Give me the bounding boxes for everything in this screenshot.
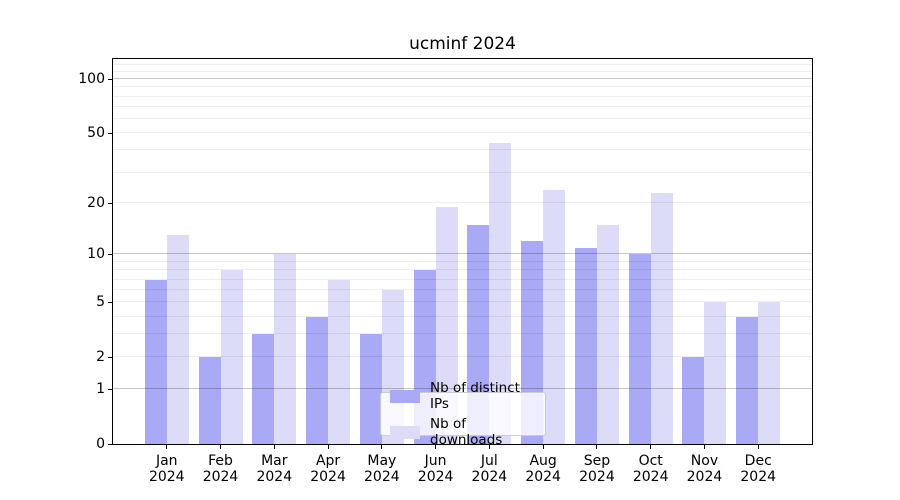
legend-item-downloads: Nb of downloads: [390, 416, 536, 448]
x-tick-mark-mar: [273, 444, 275, 449]
y-tick-label-2: 2: [96, 349, 105, 366]
y-tick-label-5: 5: [96, 294, 105, 311]
x-tick-label-jun: Jun 2024: [417, 453, 454, 485]
y-tick-label-20: 20: [87, 195, 105, 212]
y-tick-label-10: 10: [87, 246, 105, 263]
x-tick-mark-jul: [488, 444, 490, 449]
x-tick-mark-dec: [757, 444, 759, 449]
y-tick-label-0: 0: [96, 436, 105, 452]
x-tick-label-jan: Jan 2024: [148, 453, 185, 485]
x-tick-label-mar: Mar 2024: [256, 453, 293, 485]
x-tick-mark-nov: [703, 444, 705, 449]
y-tick-label-50: 50: [87, 125, 105, 142]
chart-title: ucminf 2024: [409, 34, 516, 54]
legend-swatch-downloads: [390, 425, 420, 439]
x-tick-label-aug: Aug 2024: [525, 453, 561, 485]
legend: Nb of distinct IPs Nb of downloads: [380, 380, 546, 448]
x-tick-mark-jun: [435, 444, 437, 449]
legend-label-distinct-ips: Nb of distinct IPs: [430, 380, 520, 412]
x-tick-mark-apr: [327, 444, 329, 449]
y-tick-mark-1: [108, 388, 113, 390]
x-tick-mark-aug: [542, 444, 544, 449]
y-tick-mark-5: [108, 301, 113, 303]
legend-label-downloads: Nb of downloads: [430, 416, 503, 448]
y-tick-mark-0: [108, 443, 113, 445]
y-tick-label-1: 1: [96, 381, 105, 398]
x-tick-label-sep: Sep 2024: [579, 453, 615, 485]
y-tick-mark-100: [108, 78, 113, 80]
x-tick-label-apr: Apr 2024: [310, 453, 346, 485]
x-tick-label-jul: Jul 2024: [471, 453, 508, 485]
x-tick-mark-sep: [596, 444, 598, 449]
y-tick-label-100: 100: [78, 71, 105, 88]
x-tick-label-nov: Nov 2024: [686, 453, 723, 485]
x-tick-label-may: May 2024: [364, 453, 400, 485]
x-tick-label-oct: Oct 2024: [632, 453, 669, 485]
y-tick-mark-50: [108, 132, 113, 134]
y-tick-mark-10: [108, 253, 113, 255]
y-tick-mark-20: [108, 202, 113, 204]
y-tick-mark-2: [108, 356, 113, 358]
x-tick-label-feb: Feb 2024: [202, 453, 239, 485]
x-tick-mark-feb: [220, 444, 222, 449]
legend-swatch-distinct-ips: [390, 389, 420, 403]
legend-item-distinct-ips: Nb of distinct IPs: [390, 380, 536, 412]
x-tick-mark-may: [381, 444, 383, 449]
x-tick-mark-oct: [650, 444, 652, 449]
x-tick-label-dec: Dec 2024: [740, 453, 777, 485]
x-tick-mark-jan: [166, 444, 168, 449]
